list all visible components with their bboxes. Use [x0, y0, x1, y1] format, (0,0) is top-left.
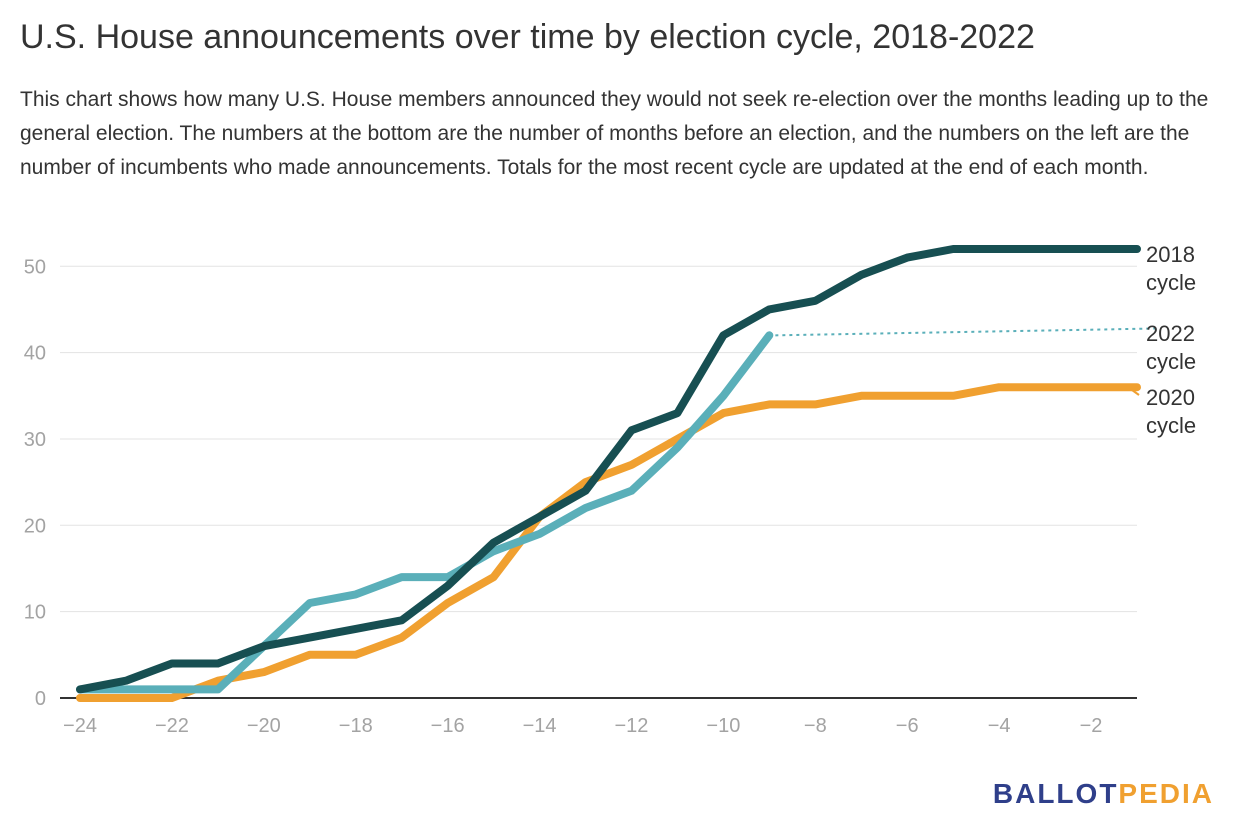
ballotpedia-logo: BALLOTPEDIA	[993, 778, 1214, 810]
y-tick-label: 0	[35, 688, 46, 710]
series-labels: 2020 cycle 2022 cycle 2018 cycle	[1131, 242, 1196, 438]
x-tick-label: −2	[1080, 715, 1103, 737]
x-tick-label: −6	[896, 715, 919, 737]
x-tick-label: −8	[804, 715, 827, 737]
x-tick-label: −10	[706, 715, 740, 737]
x-tick-label: −12	[615, 715, 649, 737]
axes: 0 10 20 30 40 50 −24 −22 −20 −18 −16 −14 −12 −10 −8 −6 −…	[24, 256, 1137, 737]
series-line-s2022	[76, 331, 774, 694]
x-tick-label: −14	[523, 715, 557, 737]
series-label-s2022: 2022 cycle	[1146, 321, 1196, 374]
series-label-s2018: 2018 cycle	[1146, 242, 1196, 295]
projection-line-s2022	[775, 327, 1160, 337]
x-tick-label: −16	[431, 715, 465, 737]
gridlines	[60, 265, 1137, 613]
chart-subtitle: This chart shows how many U.S. House mem…	[20, 88, 1209, 179]
x-tick-label: −18	[339, 715, 373, 737]
y-tick-label: 10	[24, 602, 46, 624]
x-tick-label: −20	[247, 715, 281, 737]
label-connector-2020	[1131, 389, 1140, 396]
y-tick-label: 20	[24, 515, 46, 537]
series-line-s2018	[76, 245, 1141, 694]
y-tick-label: 30	[24, 429, 46, 451]
logo-part-pedia: PEDIA	[1118, 778, 1214, 809]
series-line-s2020	[76, 383, 1141, 702]
y-tick-label: 40	[24, 343, 46, 365]
logo-part-ballot: BALLOT	[992, 778, 1119, 809]
series-label-s2020: 2020 cycle	[1146, 385, 1196, 438]
x-tick-label: −4	[988, 715, 1011, 737]
x-tick-label: −24	[63, 715, 97, 737]
series-lines	[76, 245, 1160, 702]
chart-title: U.S. House announcements over time by el…	[20, 18, 1035, 56]
y-tick-label: 50	[24, 256, 46, 278]
x-tick-label: −22	[155, 715, 189, 737]
